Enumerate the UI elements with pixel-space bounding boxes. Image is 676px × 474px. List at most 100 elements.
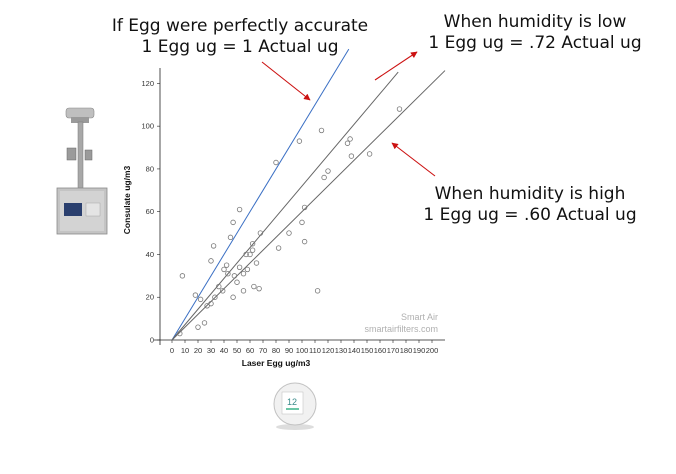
y-tick-label: 0 (150, 336, 154, 345)
x-axis-label: Laser Egg ug/m3 (242, 358, 311, 368)
data-point (195, 324, 201, 330)
data-point (396, 106, 403, 112)
x-tick-label: 60 (246, 346, 254, 355)
watermark-brand: Smart Air (401, 312, 438, 322)
y-axis-label: Consulate ug/m3 (122, 165, 132, 234)
x-tick-label: 30 (207, 346, 215, 355)
data-point (286, 230, 292, 236)
x-tick-label: 90 (285, 346, 293, 355)
annotation-arrow (374, 51, 418, 81)
annotation-low-humidity: When humidity is low 1 Egg ug = .72 Actu… (415, 12, 655, 54)
x-tick-label: 80 (272, 346, 280, 355)
data-point (366, 151, 373, 157)
data-point (251, 283, 257, 290)
annotation-low-line2: 1 Egg ug = .72 Actual ug (428, 33, 642, 53)
y-tick-label: 120 (141, 79, 154, 88)
data-point (212, 294, 218, 300)
data-point (223, 262, 230, 268)
x-tick-label: 110 (309, 346, 321, 355)
y-tick-label: 40 (146, 250, 154, 259)
data-point (197, 296, 204, 303)
data-point (299, 219, 305, 226)
x-tick-label: 170 (387, 346, 400, 355)
data-point (234, 279, 240, 285)
y-tick-label: 100 (141, 122, 154, 131)
annotation-perfect-accuracy: If Egg were perfectly accurate 1 Egg ug … (100, 16, 380, 58)
consulate-monitor-illustration (56, 107, 108, 235)
data-point (227, 234, 234, 241)
x-tick-label: 100 (296, 346, 309, 355)
data-point (344, 140, 351, 146)
x-tick-label: 70 (259, 346, 267, 355)
plot-area: 0 10 20 30 40 50 60 70 80 90 100 110 120 130 140 150 160… (122, 48, 446, 368)
annotation-high-line1: When humidity is high (434, 184, 626, 204)
data-point (318, 127, 325, 134)
data-point (256, 285, 262, 292)
data-point (230, 219, 236, 226)
data-point (219, 288, 226, 294)
data-point (247, 251, 253, 258)
data-point (179, 273, 186, 279)
x-tick-label: 150 (361, 346, 374, 355)
data-point (225, 271, 231, 277)
data-point (296, 138, 303, 144)
trend-line (171, 48, 350, 341)
data-point (236, 264, 243, 270)
watermark-url: smartairfilters.com (364, 324, 438, 334)
data-point (249, 241, 256, 247)
data-point (314, 288, 321, 294)
data-point (257, 230, 264, 236)
y-tick-label: 80 (146, 164, 154, 173)
y-tick-label: 20 (146, 293, 154, 302)
x-tick-label: 20 (194, 346, 202, 355)
trend-line (171, 71, 399, 341)
data-point (244, 266, 251, 273)
device-display-value: 12 (287, 397, 297, 407)
x-tick-label: 180 (400, 346, 413, 355)
x-tick-label: 50 (233, 346, 241, 355)
annotation-high-humidity: When humidity is high 1 Egg ug = .60 Act… (410, 184, 650, 226)
laser-egg-illustration: 12 (273, 382, 317, 430)
data-point (208, 300, 214, 307)
data-point (231, 273, 238, 279)
annotation-arrow (261, 61, 311, 101)
data-point (210, 243, 217, 249)
x-tick-label: 120 (322, 346, 335, 355)
data-point (221, 266, 227, 273)
data-point (177, 330, 183, 337)
data-point (240, 271, 247, 277)
data-point (325, 168, 331, 174)
data-point (347, 136, 353, 142)
x-tick-label: 200 (426, 346, 439, 355)
y-tick-label: 60 (146, 207, 154, 216)
data-point (348, 153, 355, 159)
data-point (240, 288, 247, 294)
data-point (301, 204, 308, 211)
data-point (301, 238, 308, 245)
x-tick-label: 40 (220, 346, 228, 355)
data-point (253, 260, 260, 266)
data-point (201, 320, 208, 326)
x-tick-label: 160 (374, 346, 387, 355)
data-point (236, 206, 243, 213)
data-point (275, 245, 282, 251)
annotation-high-line2: 1 Egg ug = .60 Actual ug (423, 205, 637, 225)
data-point (208, 258, 214, 264)
annotation-perfect-line1: If Egg were perfectly accurate (111, 16, 369, 36)
x-tick-label: 130 (335, 346, 348, 355)
annotation-perfect-line2: 1 Egg ug = 1 Actual ug (141, 37, 339, 57)
trend-line (171, 70, 446, 341)
x-tick-label: 190 (413, 346, 426, 355)
data-point (216, 283, 222, 290)
data-point (273, 159, 279, 166)
x-tick-label: 140 (348, 346, 361, 355)
x-tick-label: 0 (170, 346, 174, 355)
x-tick-label: 10 (181, 346, 189, 355)
annotation-arrow (391, 142, 436, 177)
data-point (243, 251, 249, 258)
data-point (230, 294, 236, 300)
annotation-low-line1: When humidity is low (443, 12, 627, 32)
data-point (249, 247, 256, 253)
data-point (321, 174, 327, 181)
